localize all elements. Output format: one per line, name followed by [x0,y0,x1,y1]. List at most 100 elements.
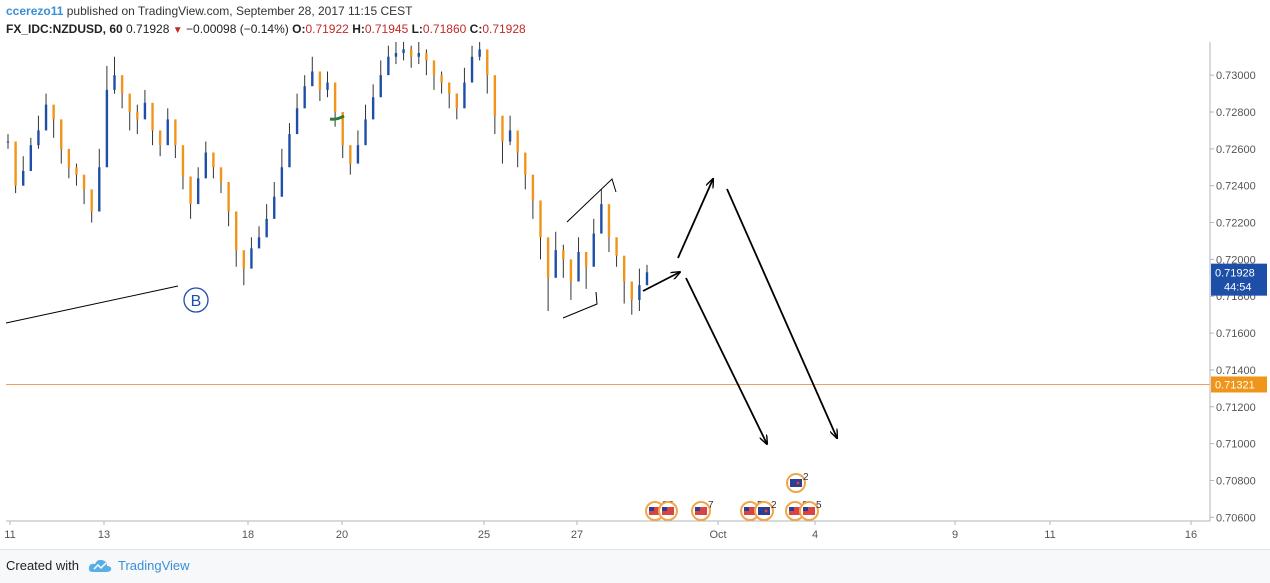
last-price-tag [1211,263,1267,296]
candle-body [113,75,116,90]
tradingview-cloud-icon [88,559,112,572]
candle-body [6,141,10,143]
candle-body [166,119,169,146]
x-tick-label: 20 [336,529,348,541]
last-price-text: 0.71928 [126,22,170,36]
candle-body [189,176,192,205]
drawings-layer: B [5,114,837,444]
projection-arrow[interactable] [677,179,713,259]
economic-events[interactable]: 37752225 [645,472,822,521]
tradingview-brand[interactable]: TradingView [118,558,190,573]
x-tick-label: 27 [571,529,583,541]
candle-body [417,53,420,57]
us-flag-canton-icon [695,507,700,511]
us-flag-canton-icon [649,507,654,511]
publish-line: ccerezo11 published on TradingView.com, … [6,4,413,18]
candle-body [67,148,71,168]
candle-body [29,145,33,171]
candle-body [341,112,344,146]
low-value: 0.71860 [422,22,467,36]
down-triangle-icon: ▼ [172,25,183,36]
change-text: −0.00098 (−0.14%) [186,22,289,36]
candle-body [326,82,329,90]
candle-body [136,112,139,120]
candle-body [493,75,497,116]
event-count: 7 [708,500,714,511]
x-tick-label: 18 [242,529,254,541]
us-flag-canton-icon [789,507,794,511]
y-tick-label: 0.72200 [1216,218,1256,230]
candle-body [448,82,451,94]
y-tick-label: 0.73000 [1216,70,1256,82]
candle-body [75,167,78,175]
candle-body [349,145,352,164]
wave-b-circle [183,287,209,313]
close-value: 0.71928 [482,22,526,36]
candle-body [333,82,337,113]
nz-flag-icon [790,479,802,487]
candle-body [250,248,253,269]
y-tick-label: 0.71600 [1216,328,1256,340]
candle-body [22,170,25,186]
high-label: H: [352,22,365,36]
x-tick-label: 11 [4,529,15,541]
trend-line[interactable] [5,285,179,324]
y-tick-label: 0.71200 [1216,402,1256,414]
pattern-lower-line[interactable] [562,291,598,319]
x-tick-label: 16 [1185,529,1197,541]
projection-arrow[interactable] [726,188,837,438]
candle-body [516,130,519,153]
candle-body [501,115,504,142]
candle-body [158,130,162,146]
us-flag-icon [695,507,707,515]
candle-body [52,104,55,120]
us-flag-canton-icon [744,507,749,511]
candle-body [265,218,268,238]
candle-body [600,204,603,234]
candle-body [37,130,40,146]
symbol-label[interactable]: FX_IDC:NZDUSD, 60 [6,22,123,36]
price-axis: 0.73000 0.72800 0.72600 0.72400 0.72200 0.720… [4,70,1267,541]
y-tick-label: 0.70600 [1216,512,1256,524]
y-tick-label: 0.70800 [1216,475,1256,487]
x-tick-label: 13 [98,529,110,541]
green-marker [329,114,345,121]
candle-body [98,167,101,212]
candle-body [219,167,223,183]
candle-body [638,285,641,300]
candle-body [280,167,284,197]
candle-body [607,204,611,238]
candle-body [212,152,215,168]
candle-body [143,102,147,120]
projection-arrow[interactable] [642,272,680,292]
x-tick-label: 25 [478,529,490,541]
author-link[interactable]: ccerezo11 [6,4,64,18]
y-tick-label: 0.72000 [1216,254,1256,266]
countdown-text: 44:54 [1224,282,1252,294]
candle-body [318,71,322,90]
candle-body [402,49,405,54]
candle-body [615,237,618,256]
close-label: C: [469,22,483,36]
us-flag-canton-icon [803,507,808,511]
candle-body [295,108,299,135]
candle-body [14,141,17,186]
pattern-upper-line[interactable] [566,178,617,223]
y-tick-label: 0.72400 [1216,181,1256,193]
candle-body [273,196,276,219]
chart-header: ccerezo11 published on TradingView.com, … [0,0,1270,42]
x-tick-label: 4 [812,529,818,541]
candles-layer [6,42,649,315]
candle-body [432,60,436,76]
price-chart[interactable]: B 37752225 0.730000.728000.726000.724000… [0,42,1270,549]
x-tick-label: 11 [1044,529,1055,541]
x-tick-label: Oct [709,529,726,541]
candle-body [227,182,230,212]
candle-body [356,145,360,164]
us-flag-icon [744,507,756,515]
projection-arrow[interactable] [685,277,767,444]
candle-body [425,53,428,61]
candle-body [44,104,48,131]
candle-body [196,178,200,205]
candle-body [622,255,626,282]
